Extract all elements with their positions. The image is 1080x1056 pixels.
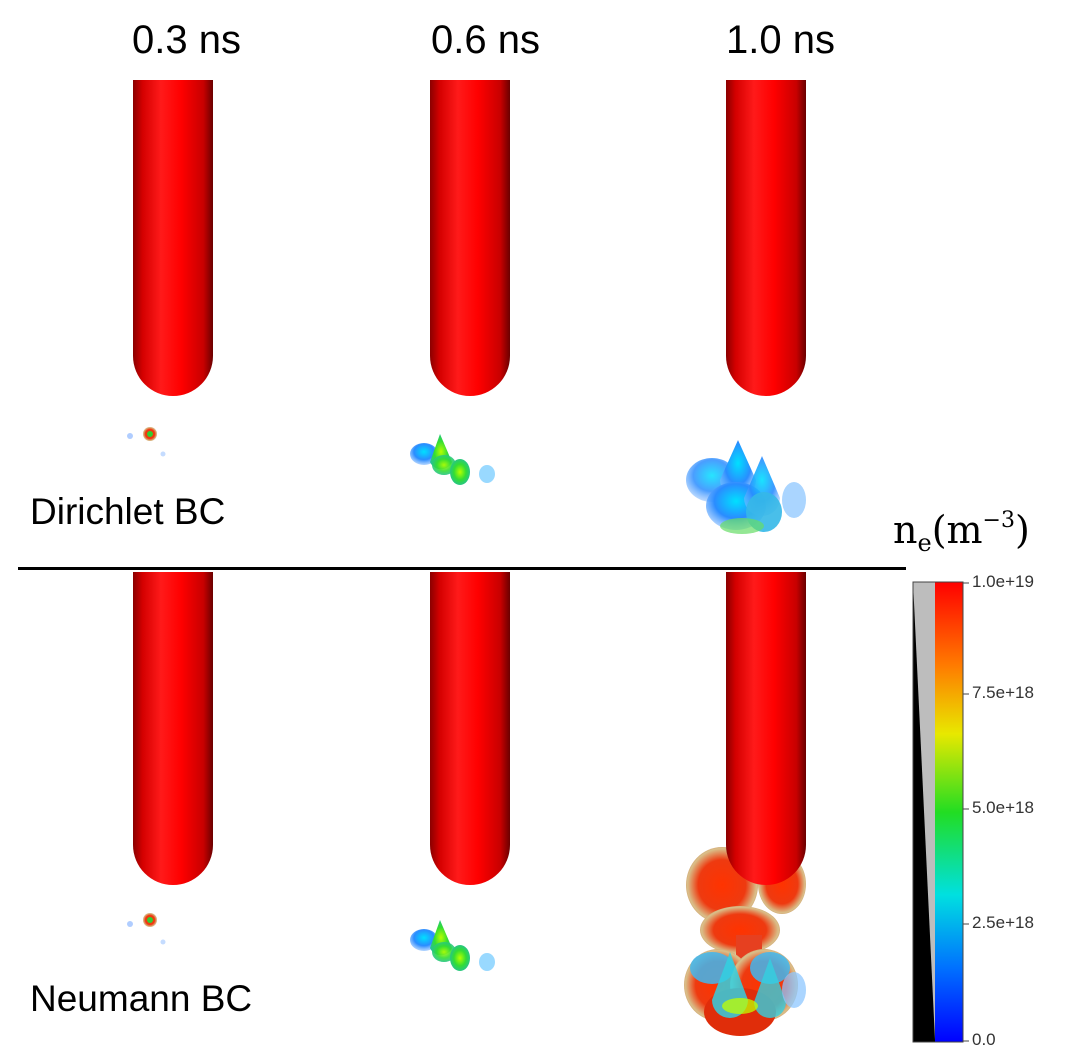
electrode-neumann-1.0ns [726,572,806,885]
plasma-neumann-1.0ns [684,847,806,1036]
time-label-1.0ns: 1.0 ns [726,18,835,62]
plasma-dirichlet-1.0ns [686,440,806,534]
plasma-dirichlet-0.6ns [410,434,495,485]
time-label-0.6ns: 0.6 ns [431,18,540,62]
time-label-0.3ns: 0.3 ns [132,18,241,62]
colorbar-title-close: ) [1014,508,1030,552]
electrode-dirichlet-0.3ns [133,80,213,396]
colorbar-title-exp: −3 [982,508,1015,533]
plasma-dirichlet-0.3ns [127,427,166,457]
row-label-neumann: Neumann BC [30,978,253,1019]
plasma-neumann-0.3ns [127,913,166,945]
colorbar-title: ne(m−3) [893,508,1030,557]
colorbar-tick-label: 2.5e+18 [972,913,1034,932]
electrode-dirichlet-0.6ns [430,80,510,396]
electrode-neumann-0.3ns [133,572,213,885]
colorbar-gradient [935,582,963,1042]
colorbar-tick-label: 1.0e+19 [972,572,1034,591]
colorbar-tick-label: 0.0 [972,1030,996,1049]
colorbar-tick-label: 5.0e+18 [972,798,1034,817]
electrode-dirichlet-1.0ns [726,80,806,396]
colorbar-tick-label: 7.5e+18 [972,683,1034,702]
colorbar-title-main: n [893,508,918,552]
row-label-dirichlet: Dirichlet BC [30,491,226,532]
row-divider [18,567,906,570]
colorbar-title-unit: (m [931,508,983,552]
colorbar [912,581,969,1043]
colorbar-title-sub: e [917,529,932,557]
plasma-neumann-0.6ns [410,920,495,971]
electrode-neumann-0.6ns [430,572,510,885]
